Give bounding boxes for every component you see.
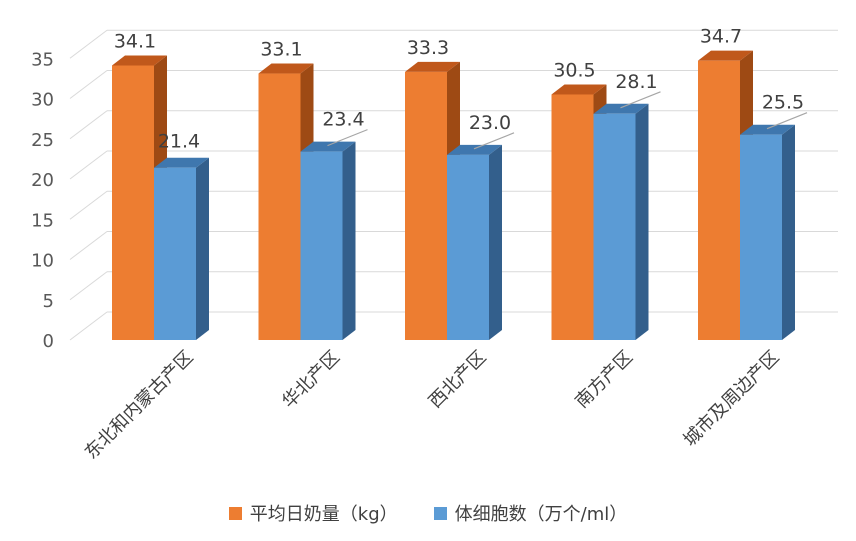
leader-line [473, 132, 515, 150]
bar-top [300, 141, 356, 152]
bars [112, 50, 795, 341]
x-tick-label: 华北产区 [278, 347, 344, 413]
bar-milk[interactable] [258, 73, 301, 341]
bar-top [593, 103, 649, 114]
y-tick-label: 35 [31, 49, 54, 70]
data-label: 25.5 [762, 92, 804, 114]
gridline-diag [69, 190, 108, 220]
legend-label-somatic: 体细胞数（万个/ml） [454, 504, 628, 525]
x-axis-ticks: 东北和内蒙古产区 华北产区 西北产区 南方产区 城市及周边产区 [81, 347, 784, 464]
bar-top [740, 124, 795, 135]
legend-item-milk[interactable]: 平均日奶量（kg） [228, 500, 398, 526]
bar-somatic[interactable] [300, 151, 343, 340]
data-labels: 34.1 21.4 33.1 23.4 33.3 23.0 30.5 28.1 34.7 25.5 [114, 26, 808, 153]
gridline-diag [69, 150, 108, 180]
legend-item-somatic[interactable]: 体细胞数（万个/ml） [433, 500, 628, 526]
leader-line [620, 91, 661, 109]
bar-side [196, 157, 209, 340]
gridline-diag [69, 29, 108, 59]
y-tick-label: 5 [43, 291, 54, 312]
x-tick-label: 东北和内蒙古产区 [81, 347, 198, 464]
data-label: 21.4 [158, 131, 200, 153]
bar-somatic[interactable] [740, 134, 782, 340]
bar-milk[interactable] [698, 60, 740, 340]
data-label: 30.5 [553, 59, 595, 81]
bar-top [258, 63, 314, 74]
leader-line [766, 112, 808, 130]
data-label: 33.1 [260, 39, 302, 61]
bar-side [489, 144, 502, 340]
data-label: 23.4 [322, 109, 364, 131]
bar-top [551, 84, 607, 95]
data-label: 34.7 [700, 26, 742, 48]
y-tick-label: 20 [31, 170, 54, 191]
y-tick-label: 10 [31, 251, 54, 272]
bar-top [112, 55, 167, 66]
gridline-diag [69, 271, 108, 301]
bar-milk[interactable] [405, 71, 447, 340]
bar-milk[interactable] [551, 94, 594, 340]
bar-top [154, 157, 209, 168]
legend-swatch-milk [228, 506, 242, 520]
x-tick-label: 城市及周边产区 [680, 347, 784, 451]
bar-side [635, 103, 649, 340]
x-tick-label: 西北产区 [425, 347, 491, 413]
data-label: 34.1 [114, 30, 156, 52]
y-axis-ticks: 0 5 10 15 20 25 30 35 [31, 49, 54, 352]
bar-side [342, 141, 356, 340]
gridline-diag [69, 110, 108, 140]
legend-label-milk: 平均日奶量（kg） [249, 504, 398, 525]
x-tick-label: 南方产区 [571, 347, 637, 413]
bar-top [405, 61, 460, 72]
bar-somatic[interactable] [593, 113, 636, 340]
bar-milk[interactable] [112, 65, 154, 341]
y-tick-label: 0 [43, 331, 54, 352]
data-label: 23.0 [469, 112, 511, 134]
bar-somatic[interactable] [154, 167, 196, 340]
bar-top [698, 50, 753, 61]
legend: 平均日奶量（kg） 体细胞数（万个/ml） [0, 500, 856, 526]
leader-line [327, 129, 368, 147]
data-label: 33.3 [407, 37, 449, 59]
data-label: 28.1 [615, 71, 657, 93]
y-tick-label: 30 [31, 90, 54, 111]
gridline-diag [69, 70, 108, 99]
y-tick-label: 25 [31, 130, 54, 151]
gridline-diag [69, 231, 108, 260]
legend-swatch-somatic [433, 506, 447, 520]
bar-side [782, 124, 795, 340]
gridline-diag [69, 311, 108, 341]
y-tick-label: 15 [31, 210, 54, 231]
bar-top [447, 144, 502, 155]
bar-somatic[interactable] [447, 154, 489, 340]
